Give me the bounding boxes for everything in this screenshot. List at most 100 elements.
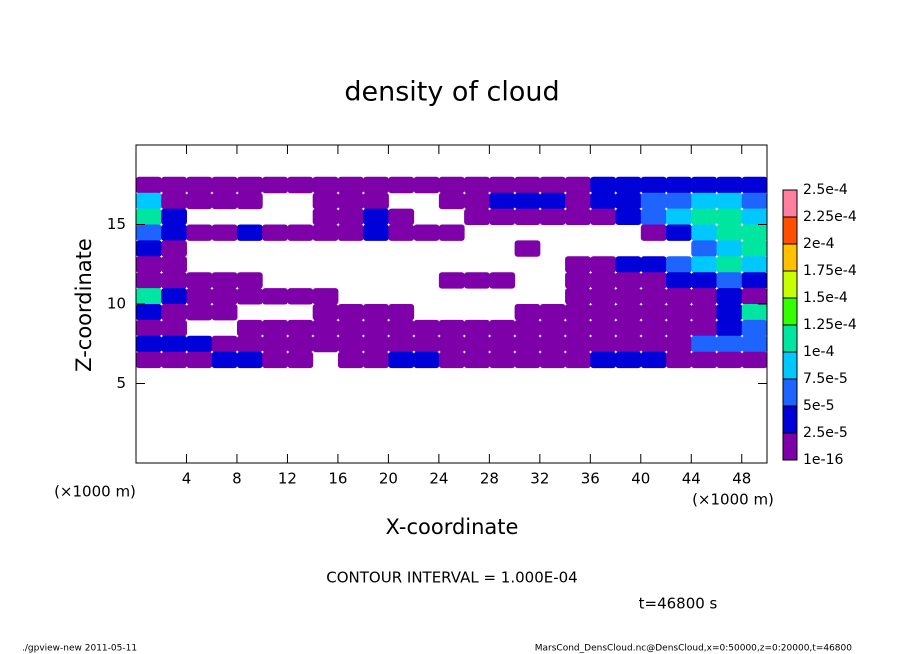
- contour-cell: [590, 256, 617, 273]
- contour-cell: [514, 351, 541, 369]
- contour-cell: [363, 192, 389, 210]
- contour-cell: [615, 192, 642, 210]
- contour-cell: [666, 351, 692, 369]
- contour-cell: [489, 335, 516, 353]
- contour-cell: [186, 304, 213, 321]
- contour-cell: [236, 319, 263, 337]
- contour-cell: [716, 304, 743, 321]
- contour-cell: [716, 176, 743, 194]
- contour-cell: [388, 319, 415, 337]
- contour-cell: [262, 224, 288, 241]
- contour-cell: [514, 319, 541, 337]
- x-tick-label: 8: [232, 470, 242, 488]
- contour-cell: [161, 256, 187, 273]
- contour-cell: [388, 351, 415, 369]
- contour-cell: [741, 256, 768, 273]
- contour-cell: [514, 208, 541, 225]
- contour-cell: [236, 288, 263, 305]
- contour-cell: [716, 351, 743, 369]
- contour-cell: [741, 319, 768, 337]
- contour-cell: [590, 335, 617, 353]
- contour-cell: [691, 351, 718, 369]
- contour-cell: [363, 176, 389, 194]
- contour-cell: [489, 319, 516, 337]
- contour-cell: [691, 288, 718, 305]
- time-label: t=46800 s: [639, 595, 718, 613]
- colorbar-band: [783, 325, 797, 352]
- contour-cell: [312, 304, 339, 321]
- y-tick-label: 10: [107, 295, 126, 313]
- contour-cell: [211, 304, 238, 321]
- annotation: CONTOUR INTERVAL = 1.000E-04: [326, 569, 577, 587]
- contour-cell: [464, 272, 490, 289]
- contour-cell: [741, 272, 768, 289]
- contour-cell: [136, 304, 162, 321]
- colorbar-band: [783, 244, 797, 271]
- contour-cell: [590, 319, 617, 337]
- contour-cell: [590, 272, 617, 289]
- contour-cell: [489, 351, 516, 369]
- contour-cell: [136, 192, 162, 210]
- contour-cell: [590, 208, 617, 225]
- contour-cell: [136, 256, 162, 273]
- contour-cell: [691, 272, 718, 289]
- contour-cell: [186, 272, 213, 289]
- contour-cell: [363, 319, 389, 337]
- contour-cell: [565, 351, 591, 369]
- contour-cell: [539, 304, 566, 321]
- contour-cell: [640, 304, 667, 321]
- contour-cell: [413, 224, 440, 241]
- contour-cell: [640, 335, 667, 353]
- contour-cell: [236, 192, 263, 210]
- contour-cell: [438, 351, 465, 369]
- contour-cell: [666, 224, 692, 241]
- contour-cell: [186, 176, 213, 194]
- contour-cell: [539, 192, 566, 210]
- contour-cell: [211, 335, 238, 353]
- colorbar-label: 1e-16: [803, 452, 843, 468]
- contour-cell: [716, 335, 743, 353]
- contour-cell: [539, 351, 566, 369]
- contour-cell: [716, 256, 743, 273]
- contour-cell: [161, 208, 187, 225]
- contour-cell: [337, 351, 364, 369]
- contour-cell: [363, 351, 389, 369]
- contour-cell: [539, 335, 566, 353]
- contour-cell: [312, 288, 339, 305]
- contour-cell: [413, 335, 440, 353]
- contour-cell: [236, 272, 263, 289]
- contour-cell: [186, 224, 213, 241]
- contour-cell: [211, 176, 238, 194]
- x-unit-left: (×1000 m): [54, 483, 136, 501]
- contour-cell: [691, 240, 718, 257]
- contour-cell: [211, 272, 238, 289]
- x-tick-label: 44: [682, 470, 701, 488]
- x-tick-label: 16: [328, 470, 347, 488]
- colorbar-band: [783, 298, 797, 325]
- contour-cell: [287, 335, 314, 353]
- contour-cell: [211, 192, 238, 210]
- contour-cell: [514, 176, 541, 194]
- contour-cell: [464, 335, 490, 353]
- x-tick-label: 4: [182, 470, 192, 488]
- colorbar-band: [783, 379, 797, 406]
- contour-cell: [211, 288, 238, 305]
- contour-cell: [539, 208, 566, 225]
- colorbar-label: 7.5e-5: [803, 371, 848, 387]
- contour-cell: [262, 288, 288, 305]
- x-tick-label: 28: [480, 470, 499, 488]
- contour-cell: [413, 351, 440, 369]
- contour-cell: [161, 335, 187, 353]
- contour-cell: [161, 192, 187, 210]
- colorbar-band: [783, 190, 797, 217]
- contour-cell: [363, 304, 389, 321]
- contour-cell: [388, 176, 415, 194]
- contour-cell: [464, 208, 490, 225]
- contour-cell: [565, 176, 591, 194]
- contour-cell: [312, 319, 339, 337]
- contour-cell: [691, 208, 718, 225]
- x-tick-label: 20: [379, 470, 398, 488]
- contour-cell: [615, 304, 642, 321]
- contour-cell: [136, 272, 162, 289]
- contour-cell: [337, 208, 364, 225]
